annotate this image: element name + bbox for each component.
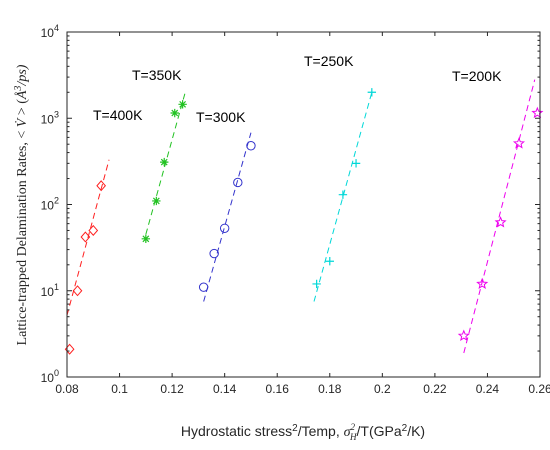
- fit-line: [463, 79, 536, 354]
- data-point: [72, 285, 83, 297]
- y-tick-labels: 100 101 102 103 104: [41, 23, 59, 385]
- x-tick-label: 0.24: [476, 382, 500, 396]
- data-point: [219, 223, 230, 233]
- y-tick-label: 101: [41, 282, 59, 299]
- series-label: T=200K: [452, 68, 502, 84]
- data-point: [88, 224, 99, 237]
- data-markers: [64, 88, 544, 355]
- data-point: [209, 248, 219, 259]
- y-tick-label: 102: [41, 196, 59, 213]
- y-axis-label: Lattice-trapped Delamination Rates, < V̇…: [13, 64, 30, 345]
- data-point: [246, 141, 256, 151]
- plot-area: [67, 32, 540, 377]
- fit-line: [313, 92, 373, 302]
- data-point: [476, 277, 489, 290]
- x-tick-label: 0.08: [55, 382, 79, 396]
- data-point: [325, 257, 334, 266]
- data-point: [494, 216, 507, 228]
- x-tick-label: 0.22: [423, 382, 447, 396]
- series-label: T=400K: [93, 107, 143, 123]
- y-tick-label: 100: [41, 368, 59, 385]
- series-labels: T=400K T=350K T=300K T=250K T=200K: [93, 53, 502, 125]
- fit-line: [66, 159, 110, 316]
- x-tick-label: 0.12: [160, 382, 184, 396]
- data-point: [312, 279, 321, 289]
- data-point: [160, 157, 169, 167]
- data-point: [512, 137, 526, 149]
- data-point: [531, 106, 544, 119]
- data-point: [178, 100, 187, 109]
- data-point: [338, 190, 348, 199]
- series-label: T=350K: [132, 67, 182, 83]
- data-point: [152, 196, 161, 206]
- x-axis-label: Hydrostatic stress2/Temp, σ2 H/T(GPa2/K): [181, 422, 425, 442]
- data-point: [367, 88, 377, 97]
- data-point: [198, 282, 209, 292]
- x-tick-label: 0.14: [213, 382, 237, 396]
- data-point: [96, 180, 107, 192]
- data-point: [351, 159, 361, 168]
- series-label: T=300K: [196, 109, 246, 125]
- x-tick-label: 0.1: [111, 382, 128, 396]
- x-tick-label: 0.16: [266, 382, 290, 396]
- data-point: [141, 234, 151, 244]
- y-tick-label: 103: [41, 109, 59, 126]
- data-point: [457, 329, 470, 341]
- x-tick-labels: 0.08 0.1 0.12 0.14 0.16 0.18 0.2 0.22 0.24 0.26: [55, 382, 550, 396]
- y-tick-label: 104: [41, 23, 59, 40]
- tick-marks: [66, 31, 541, 378]
- data-point: [170, 108, 179, 118]
- data-point: [233, 177, 243, 188]
- x-tick-label: 0.26: [528, 382, 550, 396]
- x-tick-label: 0.2: [374, 382, 391, 396]
- series-label: T=250K: [304, 53, 354, 69]
- data-point: [80, 231, 91, 243]
- x-tick-label: 0.18: [318, 382, 342, 396]
